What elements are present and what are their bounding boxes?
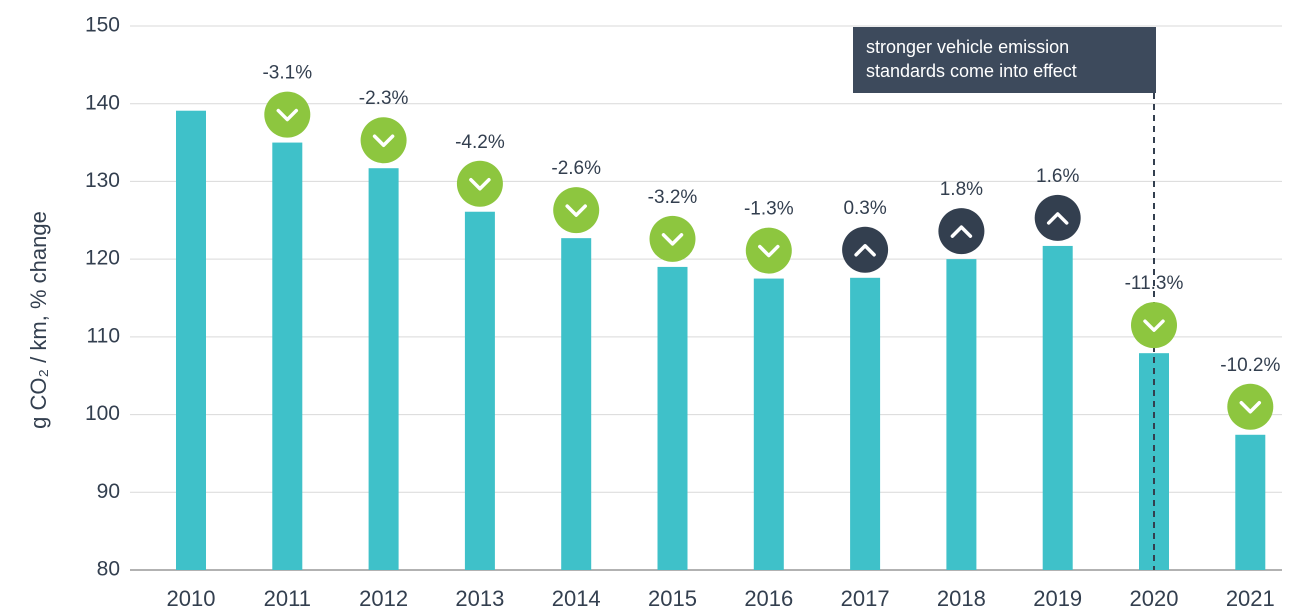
change-marker	[1131, 302, 1177, 349]
chevron	[1143, 319, 1165, 332]
chevron	[1239, 401, 1262, 414]
change-circle	[649, 215, 696, 262]
x-tick-label: 2021	[1226, 586, 1275, 611]
change-marker	[649, 215, 696, 262]
chevron	[372, 134, 395, 147]
change-marker	[1034, 194, 1081, 241]
chevron	[276, 108, 299, 122]
bar	[1235, 434, 1266, 570]
x-tick-label: 2010	[167, 586, 216, 611]
change-label: -2.3%	[359, 88, 409, 109]
chevron	[661, 233, 684, 246]
y-tick-label: 110	[87, 324, 120, 347]
change-marker	[264, 91, 311, 138]
bar	[561, 238, 592, 570]
y-tick-label: 120	[85, 247, 120, 270]
change-label: 1.6%	[1036, 166, 1079, 187]
change-circle	[745, 227, 792, 274]
bar	[1042, 245, 1073, 570]
x-tick-label: 2019	[1033, 586, 1082, 611]
change-marker	[938, 208, 985, 255]
change-marker	[360, 117, 407, 164]
annotation-text: standards come into effect	[866, 61, 1077, 81]
bar	[753, 278, 784, 570]
change-label: -2.6%	[551, 158, 601, 179]
change-circle	[842, 226, 889, 273]
chevron	[854, 244, 876, 257]
x-tick-label: 2018	[937, 586, 986, 611]
change-marker	[456, 160, 503, 207]
annotation-text: stronger vehicle emission	[866, 37, 1069, 57]
change-circle	[1227, 383, 1274, 430]
chevron	[950, 225, 973, 238]
x-tick-label: 2015	[648, 586, 697, 611]
bar	[176, 110, 206, 571]
change-marker	[1227, 383, 1274, 430]
y-tick-label: 150	[85, 14, 120, 37]
y-tick-label: 90	[97, 480, 120, 503]
y-axis-label: g CO₂ / km, % change	[26, 211, 51, 429]
change-label: -11.3%	[1125, 273, 1184, 294]
change-label: 0.3%	[843, 198, 886, 219]
change-marker	[745, 227, 792, 274]
change-label: -10.2%	[1220, 355, 1280, 376]
bar	[850, 277, 881, 570]
change-circle	[1034, 194, 1081, 241]
y-tick-label: 100	[85, 402, 120, 425]
change-label: -3.1%	[262, 63, 312, 84]
change-label: 1.8%	[940, 179, 983, 200]
bar	[464, 211, 495, 571]
change-label: -3.2%	[648, 187, 698, 208]
x-tick-label: 2011	[264, 586, 311, 611]
bar	[657, 266, 688, 570]
chevron	[469, 177, 491, 191]
change-circle	[264, 91, 311, 138]
change-circle	[938, 208, 985, 255]
x-tick-label: 2017	[841, 586, 890, 611]
chevron	[565, 204, 587, 217]
change-label: -1.3%	[744, 199, 794, 220]
bar	[946, 259, 977, 570]
y-tick-label: 80	[97, 558, 120, 581]
change-circle	[456, 160, 503, 207]
x-tick-label: 2013	[455, 586, 504, 611]
change-marker	[553, 187, 600, 234]
change-circle	[553, 187, 600, 234]
x-tick-label: 2016	[744, 586, 793, 611]
annotation-box	[853, 27, 1156, 93]
x-tick-label: 2020	[1130, 586, 1179, 611]
change-marker	[842, 226, 889, 273]
y-tick-label: 140	[85, 91, 120, 114]
change-circle	[360, 117, 407, 164]
change-circle	[1131, 302, 1177, 349]
bar	[368, 168, 399, 570]
change-label: -4.2%	[455, 132, 505, 153]
x-tick-label: 2014	[552, 586, 601, 611]
chevron	[1046, 212, 1069, 225]
x-tick-label: 2012	[359, 586, 408, 611]
chevron	[758, 244, 780, 258]
bar	[272, 142, 303, 571]
y-tick-label: 130	[85, 169, 120, 192]
